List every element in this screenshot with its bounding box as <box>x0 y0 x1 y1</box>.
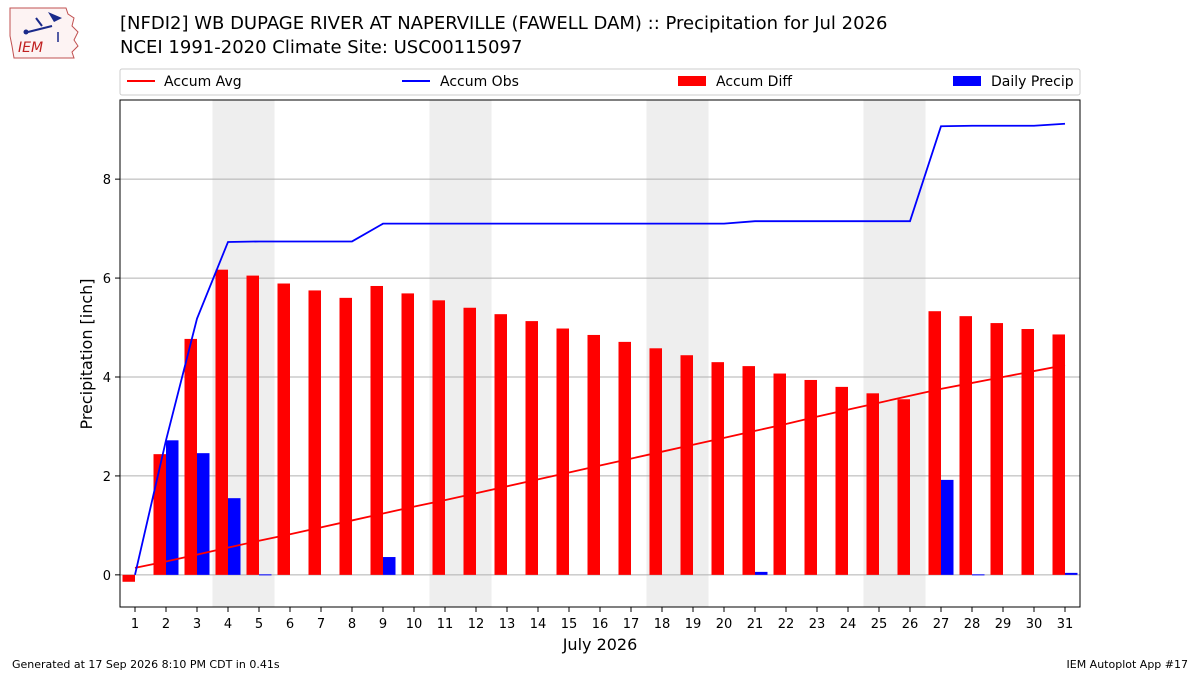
bar-accum-diff <box>153 454 166 575</box>
bar-accum-diff <box>122 574 135 582</box>
bar-accum-diff <box>835 386 848 575</box>
bar-accum-diff <box>711 362 724 575</box>
bar-accum-diff <box>215 269 228 575</box>
bar-accum-diff <box>928 311 941 575</box>
bar-accum-diff <box>587 334 600 575</box>
chart-title: [NFDI2] WB DUPAGE RIVER AT NAPERVILLE (F… <box>120 13 888 34</box>
bar-accum-diff <box>308 290 321 575</box>
y-tick-label: 8 <box>103 173 111 188</box>
bar-accum-diff <box>680 355 693 575</box>
x-tick-label: 28 <box>964 617 981 632</box>
y-axis-label: Precipitation [inch] <box>77 278 96 429</box>
legend-label-accum-avg: Accum Avg <box>164 74 242 90</box>
x-tick-label: 1 <box>131 617 139 632</box>
bar-accum-diff <box>773 373 786 575</box>
x-tick-label: 5 <box>255 617 263 632</box>
x-tick-label: 31 <box>1057 617 1074 632</box>
line-accum-avg <box>134 364 1066 569</box>
x-tick-label: 22 <box>778 617 795 632</box>
x-tick-label: 16 <box>592 617 609 632</box>
bar-accum-diff <box>959 316 972 575</box>
legend: Accum Avg Accum Obs Accum Diff Daily Pre… <box>119 68 1081 96</box>
bar-daily-precip <box>941 479 954 575</box>
y-tick-label: 4 <box>103 371 111 386</box>
bar-daily-precip <box>1065 572 1078 575</box>
app-note: IEM Autoplot App #17 <box>1066 658 1189 671</box>
bar-daily-precip <box>166 440 179 575</box>
iem-logo: IEM <box>9 7 79 59</box>
x-tick-label: 2 <box>162 617 170 632</box>
generated-note: Generated at 17 Sep 2026 8:10 PM CDT in … <box>12 658 280 671</box>
x-tick-label: 3 <box>193 617 201 632</box>
bar-daily-precip <box>755 571 768 575</box>
bar-accum-diff <box>370 285 383 575</box>
x-tick-label: 13 <box>499 617 516 632</box>
bar-accum-diff <box>1052 334 1065 575</box>
x-axis: 1 2 3 4 5 6 7 8 9 10 11 12 13 14 15 16 17 18 19 20 21 22 23 24 2… <box>131 607 1073 632</box>
bar-accum-diff <box>246 275 259 575</box>
bar-daily-precip <box>197 453 210 575</box>
x-tick-label: 15 <box>561 617 578 632</box>
x-tick-label: 18 <box>654 617 671 632</box>
bar-daily-precip <box>259 574 272 576</box>
bar-accum-diff <box>618 341 631 575</box>
x-tick-label: 29 <box>995 617 1012 632</box>
chart-subtitle: NCEI 1991-2020 Climate Site: USC00115097 <box>120 37 523 58</box>
y-tick-label: 6 <box>103 272 111 287</box>
bar-accum-diff <box>277 283 290 575</box>
bar-accum-diff <box>866 393 879 575</box>
y-axis: 0 2 4 6 8 <box>103 173 120 584</box>
x-tick-label: 12 <box>468 617 485 632</box>
bar-accum-diff <box>463 307 476 575</box>
x-tick-label: 20 <box>716 617 733 632</box>
legend-swatch-daily-precip <box>953 76 981 86</box>
x-tick-label: 11 <box>437 617 454 632</box>
bar-daily-precip <box>228 498 241 575</box>
y-tick-label: 0 <box>103 569 111 584</box>
line-series <box>134 122 1066 576</box>
x-tick-label: 25 <box>871 617 888 632</box>
bar-accum-diff <box>339 297 352 575</box>
x-tick-label: 10 <box>406 617 423 632</box>
bar-accum-diff <box>494 314 507 575</box>
x-tick-label: 17 <box>623 617 640 632</box>
bar-accum-diff <box>432 300 445 575</box>
logo-text: IEM <box>18 40 43 56</box>
legend-label-daily-precip: Daily Precip <box>991 74 1074 90</box>
bar-accum-diff <box>1021 329 1034 575</box>
x-tick-label: 9 <box>379 617 387 632</box>
bar-accum-diff <box>742 366 755 575</box>
bar-accum-diff <box>556 328 569 575</box>
bar-series <box>122 269 1078 582</box>
bar-accum-diff <box>804 379 817 575</box>
legend-label-accum-diff: Accum Diff <box>716 74 792 90</box>
x-tick-label: 4 <box>224 617 232 632</box>
x-tick-label: 27 <box>933 617 950 632</box>
y-tick-label: 2 <box>103 470 111 485</box>
bar-accum-diff <box>897 399 910 575</box>
x-tick-label: 8 <box>348 617 356 632</box>
bar-daily-precip <box>383 557 396 575</box>
bar-accum-diff <box>401 293 414 575</box>
bar-daily-precip <box>972 574 985 576</box>
bar-accum-diff <box>525 321 538 575</box>
legend-label-accum-obs: Accum Obs <box>440 74 519 90</box>
bar-accum-diff <box>184 338 197 575</box>
legend-swatch-accum-diff <box>678 76 706 86</box>
x-tick-label: 21 <box>747 617 764 632</box>
x-tick-label: 7 <box>317 617 325 632</box>
bar-accum-diff <box>649 348 662 575</box>
bar-accum-diff <box>990 323 1003 575</box>
x-tick-label: 6 <box>286 617 294 632</box>
x-tick-label: 24 <box>840 617 857 632</box>
x-tick-label: 26 <box>902 617 919 632</box>
line-accum-obs <box>134 122 1066 576</box>
x-tick-label: 19 <box>685 617 702 632</box>
x-axis-label: July 2026 <box>562 635 638 654</box>
x-tick-label: 30 <box>1026 617 1043 632</box>
x-tick-label: 14 <box>530 617 547 632</box>
x-tick-label: 23 <box>809 617 826 632</box>
legend-box <box>119 68 1081 96</box>
